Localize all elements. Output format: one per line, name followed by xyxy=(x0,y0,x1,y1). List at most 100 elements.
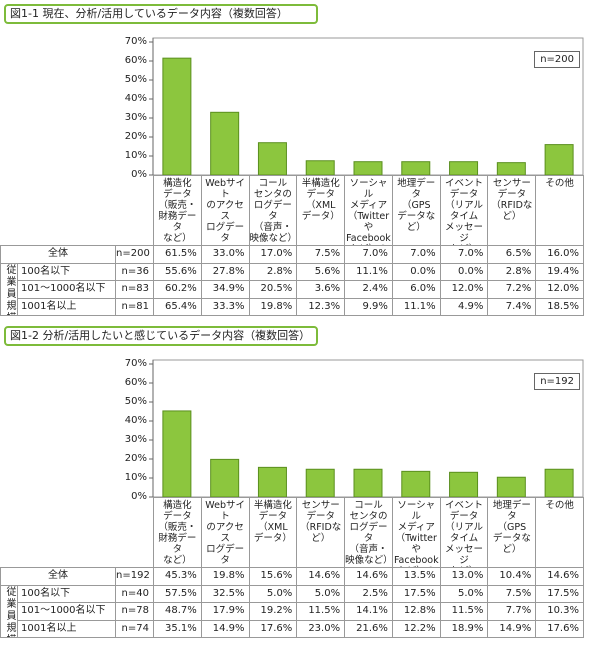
bar xyxy=(257,466,287,498)
row-cell: 0.0% xyxy=(391,262,441,281)
row-cell: 11.1% xyxy=(344,262,393,281)
y-tick-label: 40% xyxy=(124,93,147,104)
row-cell: 19.8% xyxy=(248,297,298,316)
row-cell: 17.6% xyxy=(535,619,584,638)
y-tick-label: 10% xyxy=(124,150,147,161)
category-label: 構造化 データ （販売・ 財務データ など） xyxy=(153,175,202,246)
y-tick-label: 30% xyxy=(124,434,147,445)
total-cell: 33.0% xyxy=(200,245,250,264)
row-label: 101〜1000名以下 xyxy=(17,602,116,621)
bar xyxy=(353,468,383,498)
row-label: 100名以下 xyxy=(17,584,116,603)
row-cell: 35.1% xyxy=(153,619,202,638)
figure: 図1-1 現在、分析/活用しているデータ内容（複数回答） 0% 10% 20% 30% 4… xyxy=(0,0,590,318)
total-n: n=192 xyxy=(115,567,154,586)
row-cell: 23.0% xyxy=(296,619,346,638)
row-label: 1001名以上 xyxy=(17,297,116,316)
total-cell: 13.5% xyxy=(391,567,441,586)
row-cell: 17.5% xyxy=(535,584,584,603)
row-cell: 18.9% xyxy=(439,619,489,638)
row-cell: 19.2% xyxy=(248,602,298,621)
row-cell: 12.8% xyxy=(391,602,441,621)
total-cell: 6.5% xyxy=(487,245,537,264)
row-cell: 18.5% xyxy=(535,297,584,316)
category-label: 構造化 データ （販売・ 財務データ など） xyxy=(153,497,202,568)
row-cell: 10.3% xyxy=(535,602,584,621)
bar xyxy=(544,144,574,176)
row-cell: 19.4% xyxy=(535,262,584,281)
row-cell: 17.9% xyxy=(200,602,250,621)
row-cell: 48.7% xyxy=(153,602,202,621)
bar xyxy=(496,476,526,498)
category-label: 半構造化 データ （XML データ） xyxy=(296,175,346,246)
row-cell: 55.6% xyxy=(153,262,202,281)
row-cell: 5.0% xyxy=(296,584,346,603)
row-label: 1001名以上 xyxy=(17,619,116,638)
row-cell: 14.9% xyxy=(487,619,537,638)
total-cell: 17.0% xyxy=(248,245,298,264)
bar xyxy=(449,161,479,176)
row-cell: 2.8% xyxy=(487,262,537,281)
row-n: n=78 xyxy=(115,602,154,621)
row-n: n=83 xyxy=(115,280,154,299)
y-tick-label: 30% xyxy=(124,112,147,123)
row-n: n=74 xyxy=(115,619,154,638)
chart xyxy=(149,37,584,176)
total-cell: 13.0% xyxy=(439,567,489,586)
group-label: 従業員規模 xyxy=(0,584,18,638)
total-n: n=200 xyxy=(115,245,154,264)
row-label: 100名以下 xyxy=(17,262,116,281)
row-cell: 7.4% xyxy=(487,297,537,316)
bar xyxy=(353,161,383,176)
bar xyxy=(162,410,192,498)
bar xyxy=(162,57,192,176)
figure-title: 図1-2 分析/活用したいと感じているデータ内容（複数回答） xyxy=(4,326,318,346)
y-tick-label: 60% xyxy=(124,377,147,388)
category-label: センサー データ （RFIDなど） xyxy=(487,175,537,246)
total-cell: 15.6% xyxy=(248,567,298,586)
row-cell: 33.3% xyxy=(200,297,250,316)
row-cell: 14.9% xyxy=(200,619,250,638)
total-label: 全体 xyxy=(0,567,116,586)
row-cell: 17.5% xyxy=(391,584,441,603)
total-cell: 16.0% xyxy=(535,245,584,264)
y-tick-label: 70% xyxy=(124,358,147,369)
category-label: イベント データ （リアル タイム メッセージ など） xyxy=(439,175,489,246)
group-label: 従業員規模 xyxy=(0,262,18,316)
bar xyxy=(305,468,335,498)
row-cell: 57.5% xyxy=(153,584,202,603)
y-tick-label: 50% xyxy=(124,396,147,407)
row-cell: 5.0% xyxy=(439,584,489,603)
category-label: ソーシャル メディア （Twitterや Facebook など）の データ xyxy=(344,175,393,246)
row-cell: 27.8% xyxy=(200,262,250,281)
y-tick-label: 10% xyxy=(124,472,147,483)
bar xyxy=(544,468,574,498)
bar xyxy=(449,471,479,498)
row-cell: 5.0% xyxy=(248,584,298,603)
bar xyxy=(401,470,431,498)
y-tick-label: 50% xyxy=(124,74,147,85)
category-label: コール センタの ログデータ （音声・ 映像など） xyxy=(344,497,393,568)
row-n: n=40 xyxy=(115,584,154,603)
chart xyxy=(149,359,584,498)
row-cell: 2.5% xyxy=(344,584,393,603)
row-cell: 60.2% xyxy=(153,280,202,299)
bar xyxy=(257,142,287,176)
row-cell: 11.5% xyxy=(439,602,489,621)
y-tick-label: 20% xyxy=(124,453,147,464)
row-cell: 17.6% xyxy=(248,619,298,638)
row-cell: 21.6% xyxy=(344,619,393,638)
y-tick-label: 0% xyxy=(131,169,147,180)
row-n: n=36 xyxy=(115,262,154,281)
row-cell: 12.3% xyxy=(296,297,346,316)
row-cell: 12.0% xyxy=(439,280,489,299)
total-cell: 10.4% xyxy=(487,567,537,586)
row-cell: 11.1% xyxy=(391,297,441,316)
total-cell: 45.3% xyxy=(153,567,202,586)
total-cell: 19.8% xyxy=(200,567,250,586)
category-label: センサー データ （RFIDなど） xyxy=(296,497,346,568)
row-cell: 3.6% xyxy=(296,280,346,299)
category-label: その他 xyxy=(535,175,584,246)
sample-size: n=192 xyxy=(534,373,580,390)
row-cell: 6.0% xyxy=(391,280,441,299)
